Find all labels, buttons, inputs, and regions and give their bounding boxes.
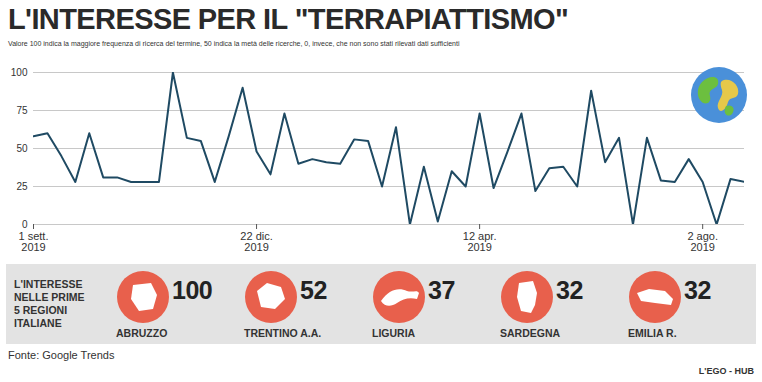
html-text:37: 37 — [428, 276, 455, 304]
svg-text:100: 100 — [11, 67, 28, 78]
svg-text:0: 0 — [22, 219, 28, 230]
html-text:EMILIA R.: EMILIA R. — [628, 327, 677, 339]
html-text:TRENTINO A.A.: TRENTINO A.A. — [244, 327, 322, 339]
html-text:32: 32 — [556, 276, 583, 304]
svg-text:22 dic.2019: 22 dic.2019 — [240, 230, 272, 253]
html-text:L'INTERESSE NELLE PRIME 5 REGI: L'INTERESSE NELLE PRIME 5 REGIONI ITALIA… — [14, 278, 85, 329]
svg-text:25: 25 — [16, 181, 28, 192]
svg-text:75: 75 — [16, 105, 28, 116]
html-text:LIGURIA: LIGURIA — [372, 327, 416, 339]
html-text:ABRUZZO: ABRUZZO — [116, 327, 168, 339]
svg-text:50: 50 — [16, 143, 28, 154]
svg-text:1 sett.2019: 1 sett.2019 — [19, 230, 49, 253]
html-text:L'EGO - HUB: L'EGO - HUB — [698, 366, 754, 376]
html-text:Fonte: Google Trends: Fonte: Google Trends — [8, 349, 115, 361]
html-text:L'INTERESSE PER IL "TERRAPIATT: L'INTERESSE PER IL "TERRAPIATTISMO" — [8, 3, 569, 35]
html-text:100: 100 — [172, 276, 213, 304]
svg-text:2 ago.2019: 2 ago.2019 — [687, 230, 718, 253]
html-text:Valore 100 indica la maggiore: Valore 100 indica la maggiore frequenza … — [8, 40, 460, 47]
html-text:32: 32 — [684, 276, 711, 304]
svg-text:12 apr.2019: 12 apr.2019 — [463, 230, 497, 253]
html-text:SARDEGNA: SARDEGNA — [500, 327, 561, 339]
html-text:52: 52 — [300, 276, 327, 304]
